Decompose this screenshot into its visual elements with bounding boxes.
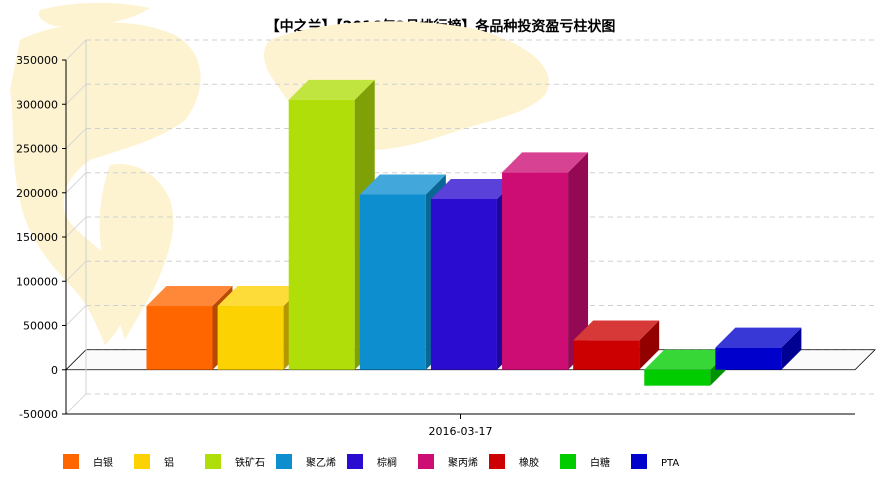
legend-label: 棕榈 [377,456,397,469]
y-tick-label: 250000 [16,143,58,156]
legend-swatch [134,454,150,469]
bar-side [781,327,802,370]
bar-top [359,174,446,195]
legend-swatch [560,454,576,469]
y-tick-label: 50000 [23,320,58,333]
x-tick-label: 2016-03-17 [429,425,493,438]
bar-top [288,79,375,100]
legend-swatch [347,454,363,469]
bar-9 [715,327,802,370]
legend-item: 白糖 [560,454,610,469]
bar-front [502,172,569,370]
legend-label: PTA [661,458,679,469]
y-tick-label: 200000 [16,187,58,200]
grid-link [65,83,87,105]
bar-top [644,349,731,370]
bar-side [639,320,660,370]
legend-label: 铝 [164,457,174,469]
legend-swatch [418,454,434,469]
y-tick-label: 100000 [16,275,58,288]
grid-link [65,172,87,194]
grid-link [65,260,87,282]
grid-link [65,128,87,149]
bar-top [146,286,233,307]
grid-link [65,393,87,415]
bar-front [146,306,213,370]
legend-item: 聚丙烯 [418,454,478,469]
bar-top [430,178,517,199]
legend-swatch [276,454,292,469]
bar-side [568,152,589,370]
legend-item: 铝 [134,454,174,469]
bar-front [217,306,284,370]
bar-front [644,369,711,386]
legend-item: 白银 [63,454,113,469]
bar-top [217,286,304,307]
legend-item: 棕榈 [347,454,397,469]
bar-7 [573,320,660,370]
grid-link [65,39,87,61]
y-tick-label: 300000 [16,98,58,111]
legend-label: 铁矿石 [235,456,265,469]
legend-label: 聚丙烯 [448,456,478,469]
legend-swatch [631,454,647,469]
legend-swatch [489,454,505,469]
legend-label: 白银 [93,456,113,469]
bar-top [502,152,589,173]
bar-top [715,327,802,348]
bar-front [715,347,782,370]
y-tick-label: 0 [51,364,58,377]
y-tick-label: -50000 [19,408,58,421]
bar-front [573,340,640,370]
bar-top [573,320,660,341]
legend-swatch [205,454,221,469]
legend-item: 聚乙烯 [276,454,336,469]
legend-item: 铁矿石 [205,454,265,469]
grid-link [65,305,87,326]
legend-label: 橡胶 [519,456,539,469]
legend-label: 聚乙烯 [306,456,336,469]
legend-item: PTA [631,454,679,469]
y-tick-label: 150000 [16,231,58,244]
y-tick-label: 350000 [16,54,58,67]
legend-label: 白糖 [590,456,610,469]
legend-item: 橡胶 [489,454,539,469]
grid-link [65,216,87,238]
bar-front [430,198,497,370]
bar-6 [502,152,589,370]
bar-8 [644,349,731,386]
bar-front [359,194,426,370]
bar-front [288,99,355,370]
legend-swatch [63,454,79,469]
